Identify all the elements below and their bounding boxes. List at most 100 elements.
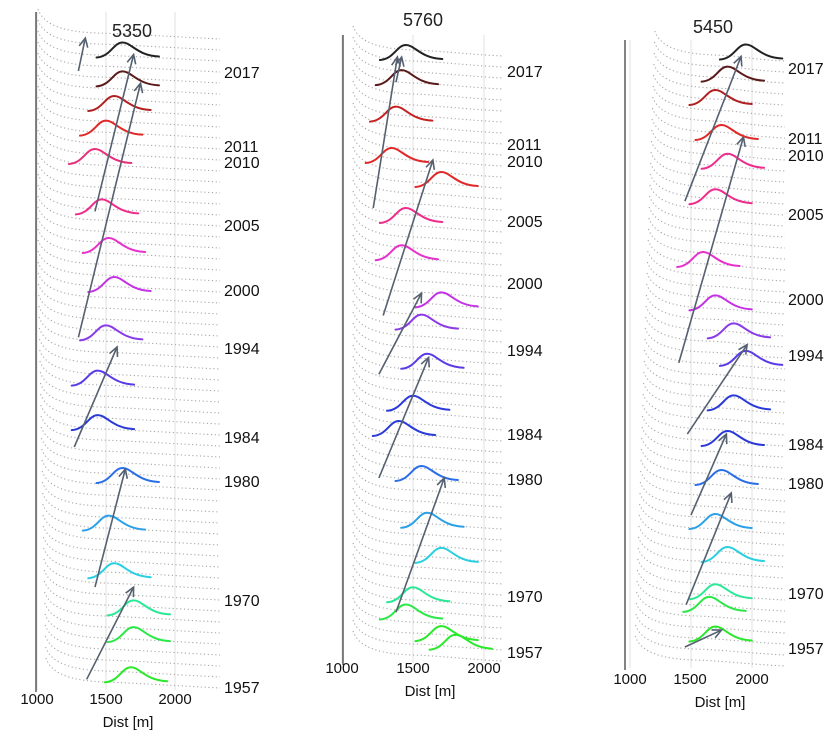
profile-baseline bbox=[37, 206, 221, 238]
profile-baseline bbox=[40, 404, 221, 436]
profile-baseline bbox=[37, 52, 221, 84]
profile-baseline bbox=[352, 91, 504, 123]
year-label: 1957 bbox=[788, 641, 824, 658]
profile-baseline bbox=[42, 525, 221, 557]
trend-arrow bbox=[85, 586, 135, 680]
profile-baseline bbox=[352, 366, 504, 398]
profile-baseline bbox=[652, 85, 786, 117]
profile-baseline bbox=[37, 140, 221, 172]
series-line bbox=[700, 545, 765, 563]
profile-baseline bbox=[44, 613, 221, 645]
arrow-head bbox=[723, 491, 733, 504]
year-label: 1980 bbox=[224, 474, 260, 491]
x-tick-label: 2000 bbox=[467, 660, 500, 677]
profile-baseline bbox=[43, 580, 221, 612]
profile-baseline bbox=[646, 272, 786, 304]
profile-baseline bbox=[40, 415, 221, 447]
profile-baseline bbox=[42, 536, 221, 568]
profile-baseline bbox=[38, 316, 221, 348]
series-line bbox=[81, 514, 147, 532]
profile-baseline bbox=[37, 63, 221, 95]
profile-baseline bbox=[352, 267, 504, 299]
profile-baseline bbox=[352, 36, 504, 68]
arrow-head bbox=[711, 629, 724, 639]
profile-baseline bbox=[653, 63, 786, 95]
profile-baseline bbox=[643, 349, 786, 381]
year-label: 1970 bbox=[224, 593, 260, 610]
trend-arrow bbox=[77, 83, 142, 338]
year-label: 1984 bbox=[224, 430, 260, 447]
profile-baseline bbox=[352, 234, 504, 266]
year-label: 1994 bbox=[507, 343, 543, 360]
profile-baseline bbox=[37, 250, 221, 282]
series-line bbox=[106, 626, 171, 644]
series-line bbox=[700, 152, 765, 170]
profile-baseline bbox=[352, 355, 504, 387]
profile-baseline bbox=[352, 399, 504, 431]
profile-baseline bbox=[352, 388, 504, 420]
profile-baseline bbox=[636, 569, 786, 601]
series-line bbox=[364, 146, 430, 164]
trend-arrow bbox=[94, 468, 127, 588]
profile-baseline bbox=[635, 613, 786, 645]
profile-baseline bbox=[352, 476, 504, 508]
series-line bbox=[414, 291, 479, 309]
profile-baseline bbox=[642, 393, 786, 425]
profile-baseline bbox=[352, 421, 504, 453]
trend-arrow bbox=[77, 37, 87, 72]
series-line bbox=[688, 625, 753, 643]
profile-baseline bbox=[644, 327, 786, 359]
series-line bbox=[394, 313, 459, 331]
profile-baseline bbox=[636, 591, 786, 623]
profile-baseline bbox=[352, 256, 504, 288]
year-label: 1984 bbox=[788, 437, 824, 454]
series-line bbox=[706, 394, 772, 412]
profile-baseline bbox=[37, 85, 221, 117]
trend-arrow bbox=[678, 136, 745, 364]
series-line bbox=[95, 70, 160, 88]
trend-arrow bbox=[382, 159, 434, 316]
panel-title: 5350 bbox=[112, 21, 152, 41]
year-label: 2017 bbox=[224, 65, 260, 82]
year-label: 2010 bbox=[788, 148, 824, 165]
x-axis-title: Dist [m] bbox=[103, 714, 154, 731]
profile-baseline bbox=[352, 102, 504, 134]
profile-baseline bbox=[650, 162, 786, 194]
series-line bbox=[688, 294, 753, 312]
profile-baseline bbox=[648, 217, 786, 249]
profile-baseline bbox=[37, 239, 221, 271]
profile-baseline bbox=[646, 283, 786, 315]
series-line bbox=[67, 147, 133, 165]
series-line bbox=[70, 414, 136, 432]
profile-baseline bbox=[637, 536, 786, 568]
year-label: 2017 bbox=[788, 61, 824, 78]
profile-baseline bbox=[44, 591, 221, 623]
year-label: 1994 bbox=[224, 341, 260, 358]
arrow-head bbox=[78, 36, 89, 48]
year-label: 1957 bbox=[224, 680, 260, 697]
profile-baseline bbox=[37, 228, 221, 260]
profile-baseline bbox=[39, 382, 221, 414]
trend-arrow bbox=[685, 492, 733, 605]
profile-baseline bbox=[352, 465, 504, 497]
profile-baseline bbox=[38, 305, 221, 337]
profile-baseline bbox=[43, 569, 221, 601]
profile-baseline bbox=[649, 184, 786, 216]
profile-baseline bbox=[647, 250, 786, 282]
series-line bbox=[700, 429, 765, 447]
series-line bbox=[706, 322, 772, 340]
arrow-head bbox=[118, 467, 129, 479]
profile-baseline bbox=[645, 316, 786, 348]
profile-baseline bbox=[352, 223, 504, 255]
profile-baseline bbox=[352, 344, 504, 376]
series-line bbox=[374, 244, 440, 262]
year-label: 2000 bbox=[788, 292, 824, 309]
profile-baseline bbox=[37, 173, 221, 205]
year-label: 1980 bbox=[788, 476, 824, 493]
year-label: 2000 bbox=[507, 276, 543, 293]
series-line bbox=[694, 123, 759, 141]
profile-baseline bbox=[352, 608, 504, 640]
trend-arrow bbox=[684, 56, 742, 202]
profile-baseline bbox=[44, 635, 221, 667]
